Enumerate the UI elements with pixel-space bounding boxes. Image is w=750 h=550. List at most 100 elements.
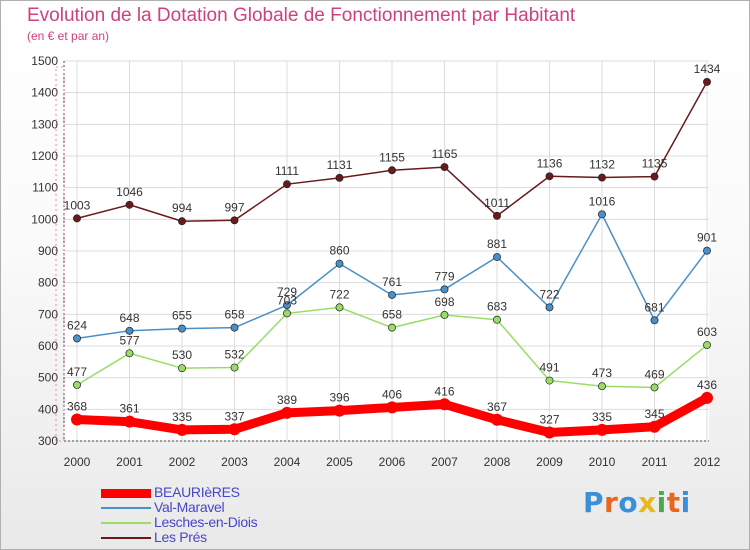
legend-label: Lesches-en-Diois xyxy=(154,514,258,530)
data-label-les-pres: 1046 xyxy=(116,185,143,199)
data-point-val-maravel xyxy=(440,285,449,294)
data-label-val-maravel: 648 xyxy=(119,311,139,325)
data-label-les-pres: 1135 xyxy=(642,157,668,171)
data-label-beaurieres: 416 xyxy=(434,384,454,398)
data-label-les-pres: 1155 xyxy=(379,150,405,164)
data-point-les-pres xyxy=(493,211,501,220)
logo-letter: x xyxy=(638,486,657,519)
data-label-beaurieres: 335 xyxy=(592,410,612,424)
chart-subtitle: (en € et par an) xyxy=(27,29,110,43)
logo-letter: P xyxy=(583,486,605,519)
data-label-val-maravel: 624 xyxy=(67,318,87,332)
x-tick-label: 2004 xyxy=(274,455,301,469)
data-point-val-maravel xyxy=(545,303,554,312)
y-tick-label: 1200 xyxy=(31,149,58,163)
data-point-beaurieres xyxy=(333,404,346,417)
data-label-les-pres: 1165 xyxy=(432,147,458,161)
data-point-val-maravel xyxy=(73,334,81,343)
axis-highlight xyxy=(55,66,65,442)
data-point-lesches-en-diois xyxy=(598,382,606,391)
data-point-lesches-en-diois xyxy=(73,381,81,389)
x-tick-label: 2012 xyxy=(694,455,721,469)
data-point-les-pres xyxy=(230,216,239,225)
y-tick-label: 300 xyxy=(38,434,58,448)
data-label-beaurieres: 337 xyxy=(224,409,244,423)
data-label-les-pres: 1132 xyxy=(589,158,615,172)
data-point-les-pres xyxy=(545,172,554,181)
logo-letter: r xyxy=(604,486,619,519)
data-label-les-pres: 1011 xyxy=(484,196,510,210)
data-label-les-pres: 997 xyxy=(224,200,244,214)
data-point-lesches-en-diois xyxy=(178,364,186,373)
y-tick-label: 900 xyxy=(38,244,58,258)
data-point-val-maravel xyxy=(283,301,291,310)
data-point-lesches-en-diois xyxy=(388,323,396,332)
legend-label: Val-Maravel xyxy=(154,499,225,515)
data-point-val-maravel xyxy=(650,316,659,325)
data-point-beaurieres xyxy=(386,401,398,414)
legend-swatch xyxy=(101,507,151,509)
logo-letter: i xyxy=(680,486,691,519)
data-point-lesches-en-diois xyxy=(440,311,449,319)
data-label-lesches-en-diois: 603 xyxy=(697,325,717,339)
x-tick-label: 2008 xyxy=(484,455,511,469)
data-label-lesches-en-diois: 577 xyxy=(119,333,139,347)
data-point-lesches-en-diois xyxy=(545,376,554,385)
data-point-beaurieres xyxy=(71,413,83,426)
x-tick-label: 2000 xyxy=(64,455,91,469)
data-label-val-maravel: 1016 xyxy=(589,194,616,208)
x-tick-label: 2007 xyxy=(431,455,458,469)
data-label-beaurieres: 368 xyxy=(67,399,87,413)
x-tick-label: 2005 xyxy=(326,455,353,469)
data-label-val-maravel: 729 xyxy=(277,285,297,299)
data-point-val-maravel xyxy=(230,323,239,332)
data-point-les-pres xyxy=(335,173,344,182)
y-tick-label: 400 xyxy=(38,402,58,416)
data-point-lesches-en-diois xyxy=(335,303,344,312)
data-label-lesches-en-diois: 477 xyxy=(67,365,87,379)
data-label-lesches-en-diois: 658 xyxy=(382,308,402,322)
data-label-val-maravel: 655 xyxy=(172,309,192,323)
data-point-beaurieres xyxy=(438,398,451,411)
data-label-beaurieres: 406 xyxy=(382,387,402,401)
data-point-beaurieres xyxy=(123,415,136,428)
data-label-beaurieres: 367 xyxy=(487,400,507,414)
data-label-beaurieres: 436 xyxy=(697,378,717,392)
x-tick-label: 2010 xyxy=(589,455,616,469)
data-label-les-pres: 1111 xyxy=(275,164,299,178)
y-tick-label: 1500 xyxy=(31,54,58,68)
data-label-val-maravel: 860 xyxy=(329,244,349,258)
data-point-les-pres xyxy=(388,166,396,175)
chart-title: Evolution de la Dotation Globale de Fonc… xyxy=(27,5,576,26)
y-tick-label: 1300 xyxy=(31,117,58,131)
logo-letter: o xyxy=(618,486,639,519)
y-tick-label: 1100 xyxy=(32,181,58,195)
data-point-val-maravel xyxy=(493,253,501,261)
y-tick-label: 700 xyxy=(38,307,58,321)
data-label-val-maravel: 681 xyxy=(644,300,664,314)
data-point-val-maravel xyxy=(388,291,396,299)
y-tick-label: 1000 xyxy=(31,212,58,226)
data-point-beaurieres xyxy=(648,420,661,433)
data-point-lesches-en-diois xyxy=(703,341,711,349)
data-point-beaurieres xyxy=(543,426,556,439)
data-label-les-pres: 1136 xyxy=(537,156,563,170)
x-tick-label: 2011 xyxy=(642,455,668,469)
data-point-les-pres xyxy=(598,173,606,182)
data-point-lesches-en-diois xyxy=(125,349,134,358)
data-point-lesches-en-diois xyxy=(230,363,239,372)
data-label-lesches-en-diois: 491 xyxy=(539,361,559,375)
data-label-val-maravel: 779 xyxy=(434,269,454,283)
data-point-les-pres xyxy=(703,77,711,86)
data-point-val-maravel xyxy=(178,324,186,333)
legend-label: Les Prés xyxy=(154,529,207,545)
x-tick-label: 2001 xyxy=(116,455,143,469)
x-tick-label: 2003 xyxy=(221,455,248,469)
data-label-lesches-en-diois: 703 xyxy=(277,293,297,307)
data-point-lesches-en-diois xyxy=(650,383,659,392)
x-tick-label: 2009 xyxy=(536,455,563,469)
data-label-les-pres: 1003 xyxy=(64,198,91,212)
logo-letter: t xyxy=(666,486,681,519)
